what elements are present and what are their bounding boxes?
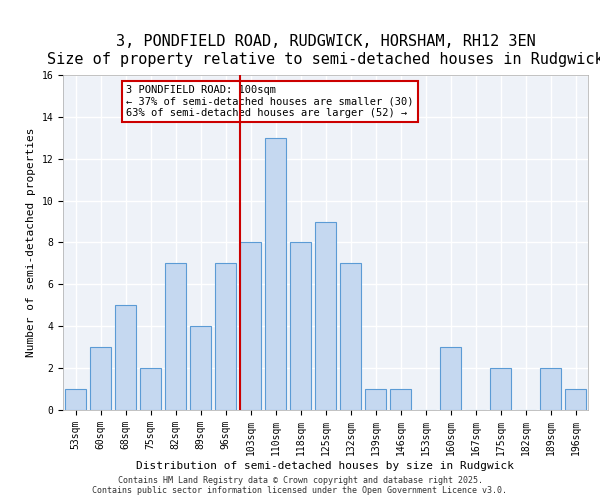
X-axis label: Distribution of semi-detached houses by size in Rudgwick: Distribution of semi-detached houses by … [137,460,515,470]
Bar [190,326,211,410]
Bar [165,264,186,410]
Text: Contains HM Land Registry data © Crown copyright and database right 2025.
Contai: Contains HM Land Registry data © Crown c… [92,476,508,495]
Bar [140,368,161,410]
Bar [215,264,236,410]
Bar [565,389,586,410]
Bar [440,347,461,410]
Bar [115,306,136,410]
Title: 3, PONDFIELD ROAD, RUDGWICK, HORSHAM, RH12 3EN
Size of property relative to semi: 3, PONDFIELD ROAD, RUDGWICK, HORSHAM, RH… [47,34,600,67]
Bar [265,138,286,410]
Bar [365,389,386,410]
Text: 3 PONDFIELD ROAD: 100sqm
← 37% of semi-detached houses are smaller (30)
63% of s: 3 PONDFIELD ROAD: 100sqm ← 37% of semi-d… [126,85,413,118]
Bar [240,242,261,410]
Bar [340,264,361,410]
Bar [390,389,411,410]
Bar [290,242,311,410]
Bar [65,389,86,410]
Bar [490,368,511,410]
Y-axis label: Number of semi-detached properties: Number of semi-detached properties [26,128,36,357]
Bar [540,368,561,410]
Bar [90,347,111,410]
Bar [315,222,336,410]
